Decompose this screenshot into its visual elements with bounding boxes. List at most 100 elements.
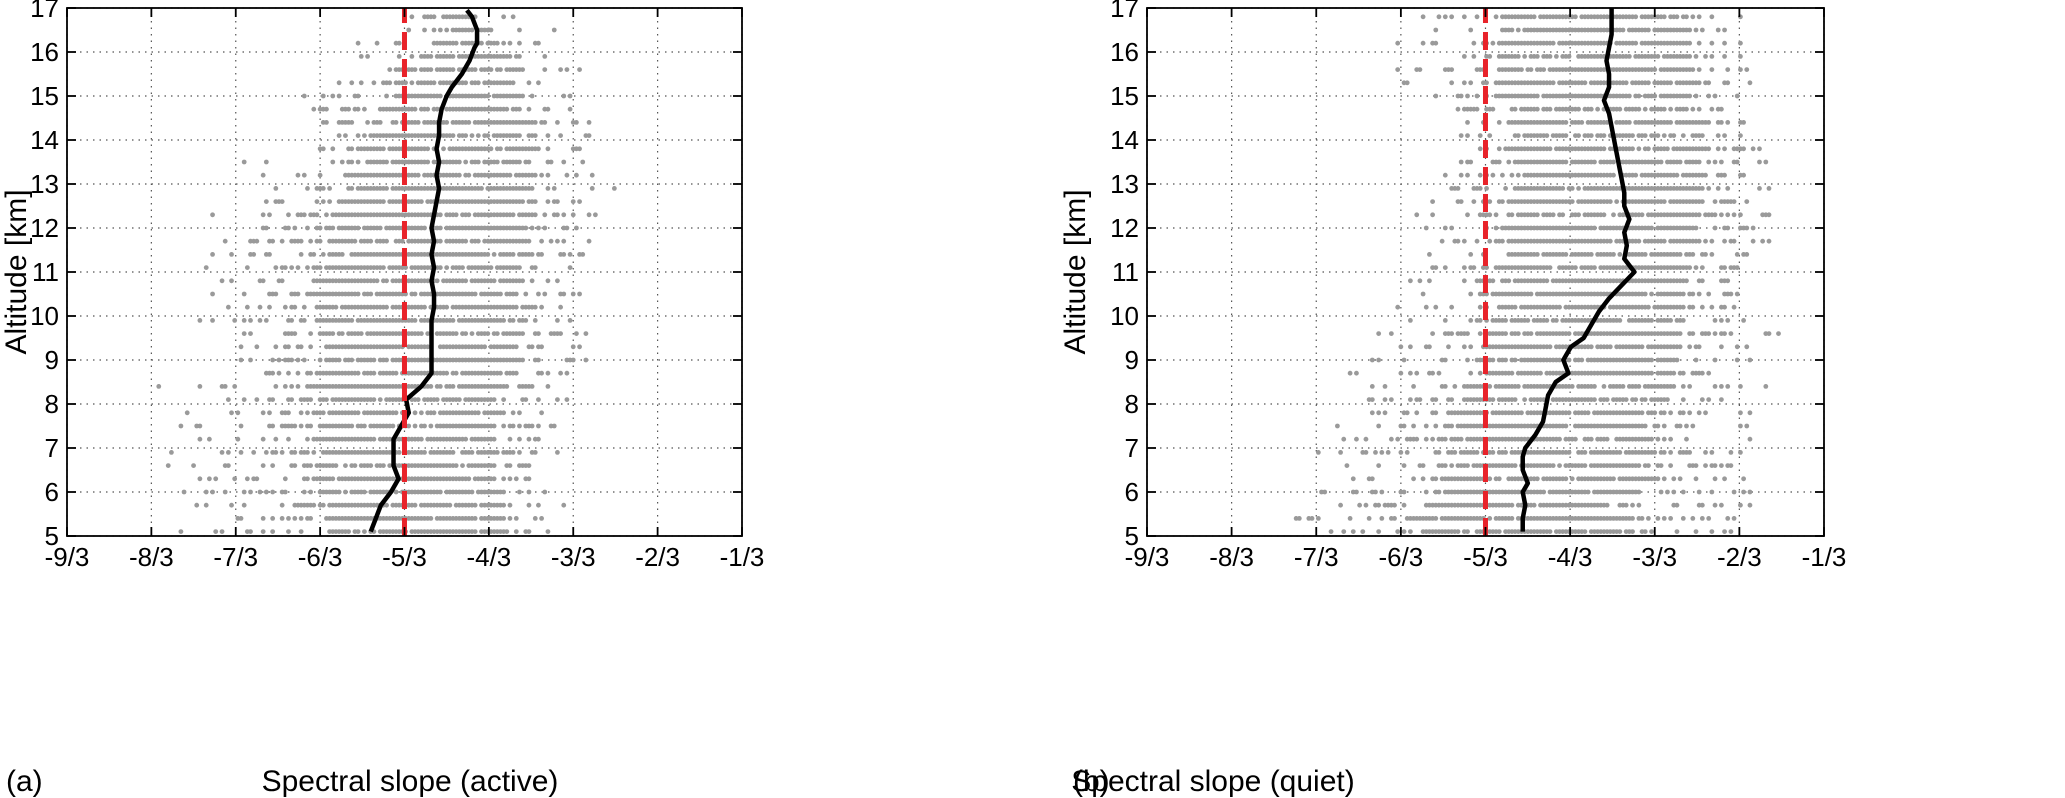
- scatter-point: [1465, 133, 1470, 139]
- scatter-point: [210, 212, 215, 218]
- scatter-point: [501, 40, 507, 46]
- scatter-point: [1668, 463, 1674, 468]
- scatter-point: [305, 476, 310, 482]
- scatter-point: [1649, 225, 1654, 231]
- scatter-point: [1687, 344, 1693, 350]
- scatter-point: [1531, 502, 1537, 508]
- scatter-point: [520, 93, 526, 99]
- scatter-point: [355, 106, 361, 112]
- y-tick-label: 16: [30, 37, 59, 67]
- scatter-point: [1652, 410, 1658, 416]
- scatter-point: [1512, 397, 1518, 402]
- scatter-point: [1630, 502, 1635, 508]
- scatter-point: [577, 291, 582, 297]
- scatter-point: [1703, 238, 1708, 244]
- scatter-point: [1379, 450, 1385, 455]
- scatter-point: [507, 476, 513, 482]
- scatter-point: [1500, 238, 1505, 244]
- scatter-point: [567, 252, 573, 257]
- scatter-point: [555, 120, 560, 125]
- scatter-point: [330, 225, 336, 231]
- scatter-point: [574, 225, 579, 231]
- scatter-point: [1417, 278, 1423, 284]
- scatter-point: [586, 120, 592, 125]
- scatter-point: [523, 291, 529, 297]
- scatter-point: [1703, 172, 1708, 178]
- scatter-point: [301, 172, 307, 178]
- scatter-point: [298, 252, 304, 257]
- scatter-point: [1617, 529, 1623, 534]
- scatter-point: [1690, 331, 1696, 336]
- scatter-point: [1401, 423, 1407, 429]
- scatter-point: [453, 212, 459, 218]
- scatter-point: [463, 80, 469, 86]
- scatter-point: [501, 14, 507, 20]
- scatter-point: [308, 463, 314, 468]
- scatter-point: [349, 146, 355, 152]
- scatter-point: [1582, 529, 1588, 534]
- scatter-point: [1655, 516, 1661, 521]
- scatter-point: [1674, 529, 1680, 534]
- scatter-point: [523, 225, 529, 231]
- scatter-point: [286, 212, 291, 218]
- scatter-point: [1382, 410, 1388, 416]
- scatter-point: [1465, 463, 1470, 468]
- scatter-point: [517, 106, 522, 112]
- scatter-point: [301, 489, 307, 495]
- scatter-point: [1455, 529, 1461, 534]
- scatter-point: [276, 370, 282, 376]
- scatter-point: [241, 502, 247, 508]
- scatter-point: [1690, 291, 1696, 297]
- scatter-point: [260, 278, 266, 284]
- scatter-point: [561, 502, 567, 508]
- scatter-point: [270, 489, 276, 495]
- panel-b: Altitude [km] Spectral slope (quiet) (b)…: [1059, 0, 1846, 798]
- scatter-point: [1607, 238, 1613, 244]
- scatter-point: [1487, 133, 1493, 139]
- scatter-point: [1611, 212, 1616, 218]
- scatter-point: [1750, 238, 1756, 244]
- scatter-point: [267, 410, 272, 416]
- scatter-point: [545, 106, 551, 112]
- scatter-point: [422, 225, 427, 231]
- scatter-point: [1363, 450, 1369, 455]
- scatter-point: [1725, 120, 1731, 125]
- scatter-point: [194, 502, 200, 508]
- scatter-point: [1604, 502, 1610, 508]
- scatter-point: [548, 159, 554, 165]
- scatter-point: [498, 67, 503, 72]
- scatter-point: [1699, 133, 1705, 139]
- scatter-point: [437, 225, 443, 231]
- scatter-point: [225, 463, 231, 468]
- scatter-point: [561, 93, 567, 99]
- scatter-point: [248, 331, 253, 336]
- scatter-point: [295, 265, 301, 270]
- scatter-point: [1392, 516, 1397, 521]
- scatter-point: [203, 489, 209, 495]
- scatter-point: [532, 304, 538, 310]
- scatter-point: [1642, 291, 1648, 297]
- scatter-point: [222, 489, 228, 495]
- scatter-point: [1703, 410, 1708, 416]
- scatter-point: [526, 436, 532, 442]
- scatter-point: [561, 291, 567, 297]
- scatter-point: [1512, 357, 1518, 363]
- scatter-point: [1585, 489, 1591, 495]
- scatter-point: [1706, 331, 1712, 336]
- scatter-point: [491, 397, 497, 402]
- scatter-point: [469, 27, 475, 33]
- scatter-point: [1690, 423, 1696, 429]
- scatter-point: [1458, 172, 1464, 178]
- scatter-point: [539, 410, 544, 416]
- scatter-point: [460, 463, 465, 468]
- scatter-point: [539, 304, 544, 310]
- scatter-point: [1741, 476, 1746, 482]
- scatter-point: [1693, 463, 1699, 468]
- scatter-point: [1576, 212, 1581, 218]
- scatter-point: [412, 106, 418, 112]
- scatter-point: [358, 331, 364, 336]
- scatter-point: [539, 172, 544, 178]
- scatter-point: [450, 318, 456, 323]
- scatter-point: [1550, 212, 1556, 218]
- scatter-point: [1363, 502, 1369, 508]
